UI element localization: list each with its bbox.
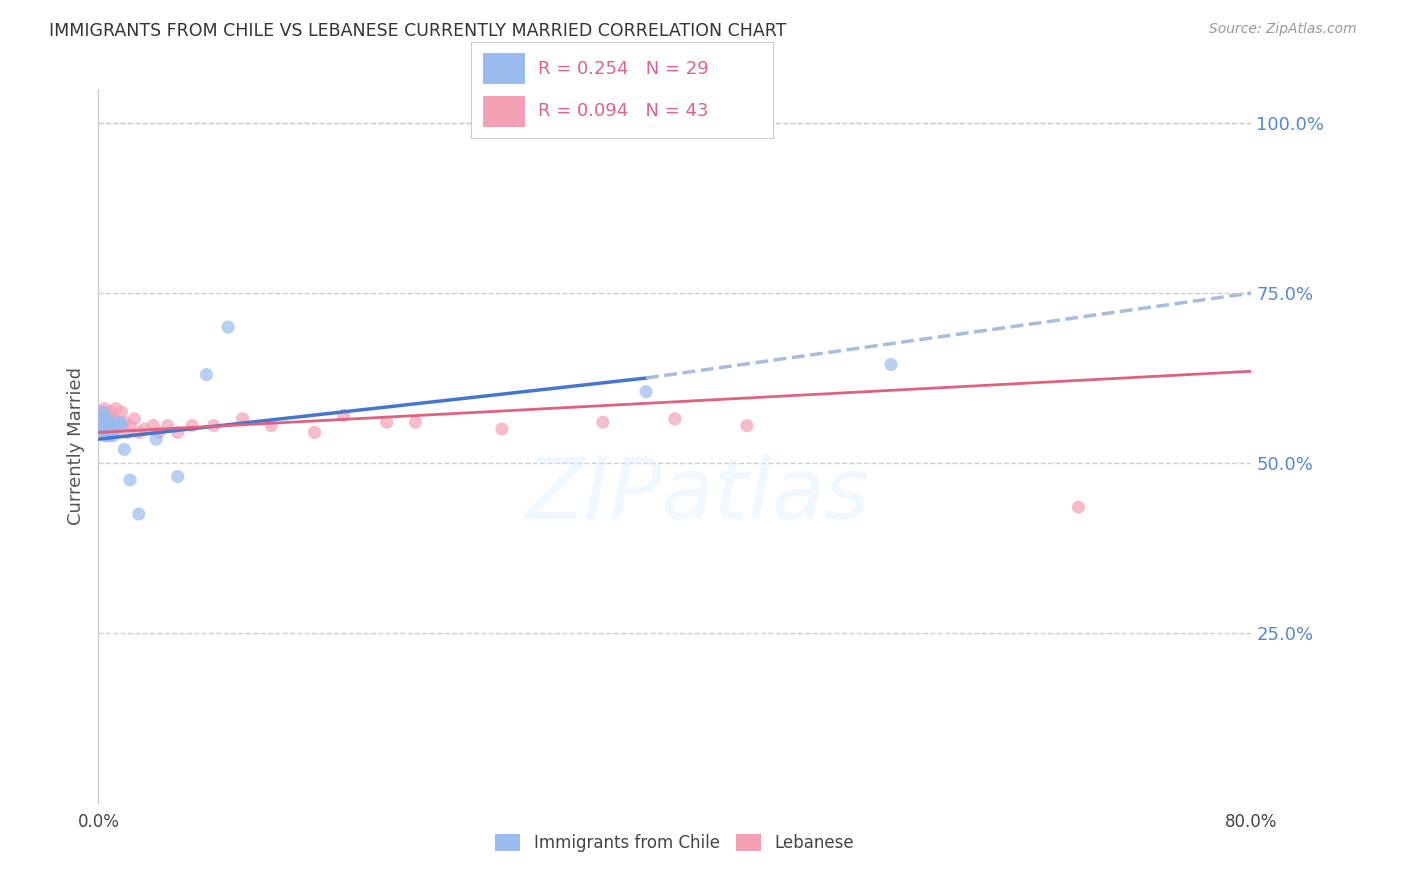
Point	[142, 418, 165, 433]
Point	[128, 425, 150, 440]
Text: ZIPatlas: ZIPatlas	[526, 454, 870, 538]
Point	[93, 418, 115, 433]
Y-axis label: Currently Married: Currently Married	[66, 367, 84, 525]
Point	[98, 418, 121, 433]
Point	[96, 418, 118, 433]
Point	[332, 409, 354, 423]
Point	[110, 418, 132, 433]
Point	[100, 418, 122, 433]
Point	[120, 418, 142, 433]
Point	[96, 409, 118, 423]
Point	[103, 422, 125, 436]
Text: R = 0.254   N = 29: R = 0.254 N = 29	[537, 60, 709, 78]
Text: R = 0.094   N = 43: R = 0.094 N = 43	[537, 103, 709, 120]
Point	[97, 425, 120, 440]
Point	[1067, 500, 1090, 515]
Point	[97, 412, 120, 426]
Point	[94, 429, 117, 443]
Point	[166, 469, 188, 483]
Point	[880, 358, 903, 372]
Point	[181, 418, 204, 433]
Point	[101, 429, 124, 443]
Point	[260, 418, 283, 433]
Point	[96, 412, 118, 426]
Point	[112, 442, 135, 457]
Point	[217, 320, 239, 334]
Point	[405, 415, 427, 429]
Point	[735, 418, 758, 433]
Point	[94, 425, 117, 440]
Point	[91, 418, 114, 433]
Point	[94, 409, 117, 423]
Point	[491, 422, 513, 436]
Point	[128, 507, 150, 521]
Point	[156, 418, 179, 433]
Point	[231, 412, 254, 426]
Point	[166, 425, 188, 440]
Point	[664, 412, 686, 426]
Point	[592, 415, 614, 429]
Point	[98, 405, 121, 419]
Point	[91, 405, 114, 419]
Point	[100, 418, 122, 433]
Point	[120, 473, 142, 487]
Point	[91, 415, 114, 429]
Point	[112, 415, 135, 429]
Point	[148, 425, 170, 440]
Point	[124, 412, 146, 426]
Point	[117, 425, 139, 440]
Point	[91, 405, 114, 419]
Point	[134, 422, 156, 436]
Point	[105, 418, 128, 433]
Point	[145, 432, 167, 446]
FancyBboxPatch shape	[484, 54, 526, 85]
Point	[98, 415, 121, 429]
Point	[93, 425, 115, 440]
Text: Source: ZipAtlas.com: Source: ZipAtlas.com	[1209, 22, 1357, 37]
FancyBboxPatch shape	[484, 95, 526, 127]
Point	[108, 418, 131, 433]
Point	[202, 418, 225, 433]
Point	[108, 415, 131, 429]
Point	[104, 401, 127, 416]
Point	[110, 405, 132, 419]
Point	[101, 412, 124, 426]
Point	[93, 401, 115, 416]
Point	[103, 425, 125, 440]
Point	[636, 384, 658, 399]
Point	[94, 415, 117, 429]
Point	[195, 368, 218, 382]
Text: IMMIGRANTS FROM CHILE VS LEBANESE CURRENTLY MARRIED CORRELATION CHART: IMMIGRANTS FROM CHILE VS LEBANESE CURREN…	[49, 22, 786, 40]
Point	[375, 415, 398, 429]
Point	[104, 418, 127, 433]
Point	[90, 412, 112, 426]
Point	[105, 415, 128, 429]
Point	[97, 429, 120, 443]
Point	[97, 418, 120, 433]
Point	[93, 409, 115, 423]
Point	[98, 425, 121, 440]
Point	[304, 425, 326, 440]
Point	[90, 418, 112, 433]
Legend: Immigrants from Chile, Lebanese: Immigrants from Chile, Lebanese	[489, 827, 860, 859]
Point	[96, 422, 118, 436]
